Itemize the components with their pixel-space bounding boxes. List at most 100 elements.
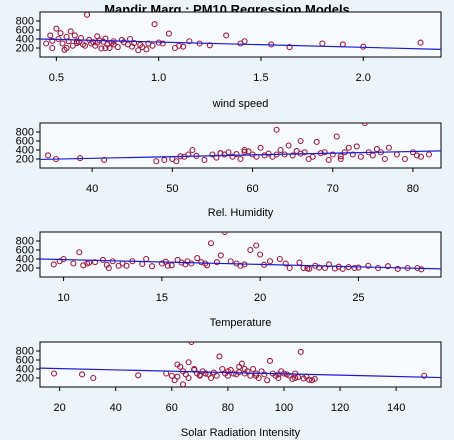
plot-frame	[39, 231, 442, 278]
data-point	[201, 156, 208, 163]
data-point	[67, 28, 74, 35]
data-point	[297, 348, 304, 355]
x-tick-label: 100	[275, 402, 293, 414]
data-point	[135, 372, 142, 379]
y-tick-label: 400	[16, 254, 34, 266]
data-point	[237, 262, 244, 269]
data-point	[337, 155, 344, 163]
data-point	[425, 151, 433, 158]
data-point	[355, 264, 362, 271]
data-point	[261, 371, 268, 378]
data-point	[213, 372, 220, 379]
data-point	[71, 32, 78, 39]
data-point	[182, 261, 189, 268]
x-tick-label: 20	[54, 402, 66, 414]
regression-line	[40, 367, 441, 379]
data-point	[149, 42, 156, 49]
data-point	[373, 146, 380, 153]
data-point	[247, 246, 254, 254]
data-point	[65, 38, 72, 45]
data-point	[289, 152, 296, 159]
data-point	[43, 40, 50, 47]
data-point	[238, 360, 245, 367]
x-tick-label: 40	[110, 402, 122, 414]
data-point	[333, 133, 340, 140]
data-point	[49, 44, 56, 52]
data-point	[185, 374, 192, 382]
data-point	[361, 123, 368, 127]
data-point	[49, 37, 56, 44]
data-point	[208, 374, 215, 382]
y-tick-label: 400	[16, 34, 34, 46]
data-point	[180, 43, 187, 50]
data-point	[79, 371, 86, 378]
x-tick-label: 140	[387, 402, 405, 414]
data-point	[168, 372, 175, 379]
data-point	[161, 156, 168, 163]
x-tick-label: 2.0	[356, 72, 371, 84]
data-point	[311, 375, 318, 382]
data-point	[185, 359, 192, 366]
x-tick-label: 120	[331, 402, 349, 414]
data-point	[225, 149, 232, 156]
data-point	[223, 32, 230, 39]
data-point	[185, 151, 192, 158]
data-point	[385, 144, 392, 151]
data-point	[357, 153, 364, 160]
data-point	[84, 12, 91, 18]
data-point	[245, 148, 252, 155]
data-point	[316, 264, 323, 271]
x-axis-label: Rel. Humidity	[208, 207, 274, 219]
y-tick-label: 600	[16, 355, 34, 367]
data-point	[106, 44, 113, 52]
x-tick-label: 60	[246, 183, 258, 195]
data-point	[241, 365, 248, 373]
data-point	[137, 41, 144, 48]
y-tick-label: 400	[16, 145, 34, 157]
data-point	[409, 149, 416, 156]
data-point	[202, 370, 209, 377]
data-point	[241, 148, 248, 155]
data-point	[394, 265, 401, 272]
data-point	[148, 263, 156, 270]
data-point	[286, 44, 293, 51]
y-tick-label: 600	[16, 245, 34, 257]
data-point	[57, 30, 64, 37]
data-point	[153, 158, 160, 165]
data-point	[360, 43, 367, 50]
data-point	[384, 263, 391, 270]
x-tick-label: 0.5	[49, 72, 64, 84]
data-point	[233, 151, 240, 158]
x-tick-label: 15	[156, 292, 168, 304]
data-point	[90, 374, 97, 382]
data-point	[306, 376, 313, 383]
data-point	[114, 44, 121, 51]
data-point	[277, 146, 284, 154]
data-point	[421, 372, 428, 379]
x-tick-label: 80	[222, 402, 234, 414]
data-point	[321, 149, 328, 156]
data-point	[275, 374, 282, 382]
data-point	[213, 259, 220, 266]
data-point	[143, 46, 150, 53]
x-tick-label: 80	[407, 183, 419, 195]
data-point	[289, 375, 296, 382]
data-point	[44, 152, 52, 159]
data-point	[349, 151, 356, 158]
data-point	[135, 47, 142, 54]
data-point	[264, 377, 271, 384]
regression-line	[40, 150, 441, 161]
data-point	[341, 149, 348, 156]
data-point	[297, 137, 304, 145]
plot-frame	[39, 11, 442, 58]
y-tick-label: 400	[16, 364, 34, 376]
data-point	[209, 151, 216, 158]
data-point	[365, 262, 372, 269]
data-point	[285, 142, 292, 149]
data-point	[417, 153, 425, 160]
x-tick-label: 50	[166, 183, 178, 195]
data-point	[345, 144, 352, 151]
